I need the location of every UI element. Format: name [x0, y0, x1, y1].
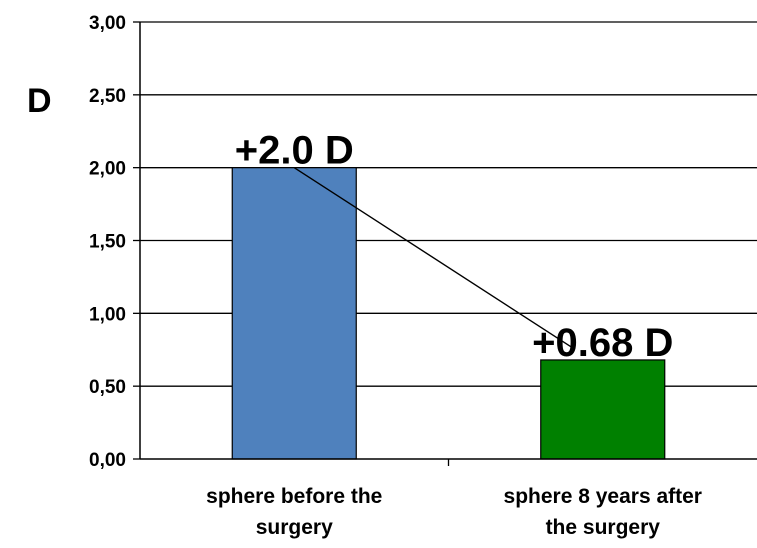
y-axis-label: D [27, 82, 52, 120]
x-category-labels: sphere before the surgery sphere 8 years a… [206, 485, 702, 539]
y-tick-label: 1,00 [89, 304, 126, 325]
category-label: sphere 8 years after [504, 485, 702, 508]
y-tick-label: 3,00 [89, 13, 126, 34]
annotations: +2.0 D +0.68 D [235, 129, 674, 365]
y-tick-label: 0,50 [89, 377, 126, 398]
data-label: +0.68 D [532, 321, 673, 365]
data-label: +2.0 D [235, 129, 354, 173]
category-label: surgery [256, 516, 333, 539]
y-tick-label: 2,50 [89, 86, 126, 107]
category-label: sphere before the [206, 485, 382, 508]
y-tick-label: 0,00 [89, 450, 126, 471]
bar [540, 359, 666, 460]
bars [231, 167, 666, 460]
y-tick-label: 2,00 [89, 159, 126, 180]
bar [231, 167, 357, 460]
category-label: the surgery [546, 516, 661, 539]
axes [133, 21, 757, 466]
y-tick-labels: 0,00 0,50 1,00 1,50 2,00 2,50 3,00 [89, 13, 126, 471]
connector-line [293, 167, 574, 349]
y-tick-label: 1,50 [89, 232, 126, 253]
